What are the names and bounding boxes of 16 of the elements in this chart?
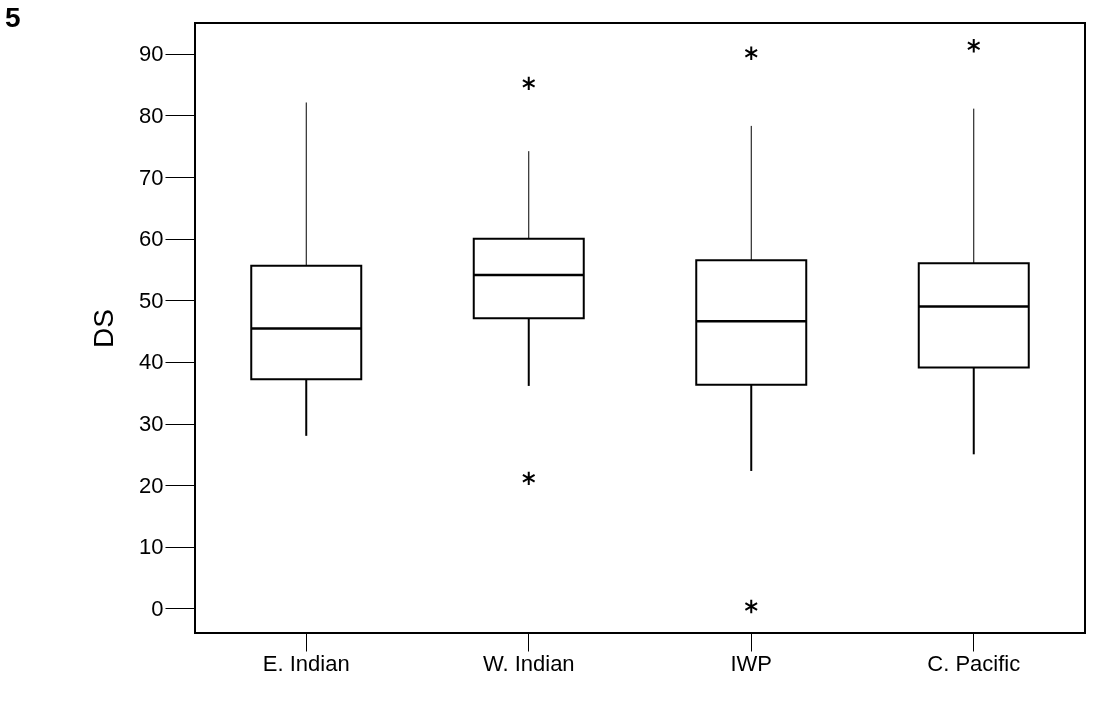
y-tick-label: 60 xyxy=(139,226,164,252)
x-tick-label: W. Indian xyxy=(482,650,575,676)
y-tick-label: 20 xyxy=(139,472,164,498)
y-axis-title: DS xyxy=(88,309,120,348)
y-tick-label: 50 xyxy=(139,287,164,313)
x-tick-label: C. Pacific xyxy=(927,650,1021,676)
y-tick-label: 40 xyxy=(139,349,164,375)
y-tick-label: 0 xyxy=(151,595,164,621)
y-tick-label: 70 xyxy=(139,164,164,190)
y-tick-label: 80 xyxy=(139,102,164,128)
y-tick-label: 90 xyxy=(139,41,164,67)
text: 5 xyxy=(5,2,21,33)
x-tick-label: E. Indian xyxy=(262,650,350,676)
y-tick-label: 10 xyxy=(139,534,164,560)
y-tick-label: 30 xyxy=(139,411,164,437)
x-tick-label: IWP xyxy=(730,650,773,676)
